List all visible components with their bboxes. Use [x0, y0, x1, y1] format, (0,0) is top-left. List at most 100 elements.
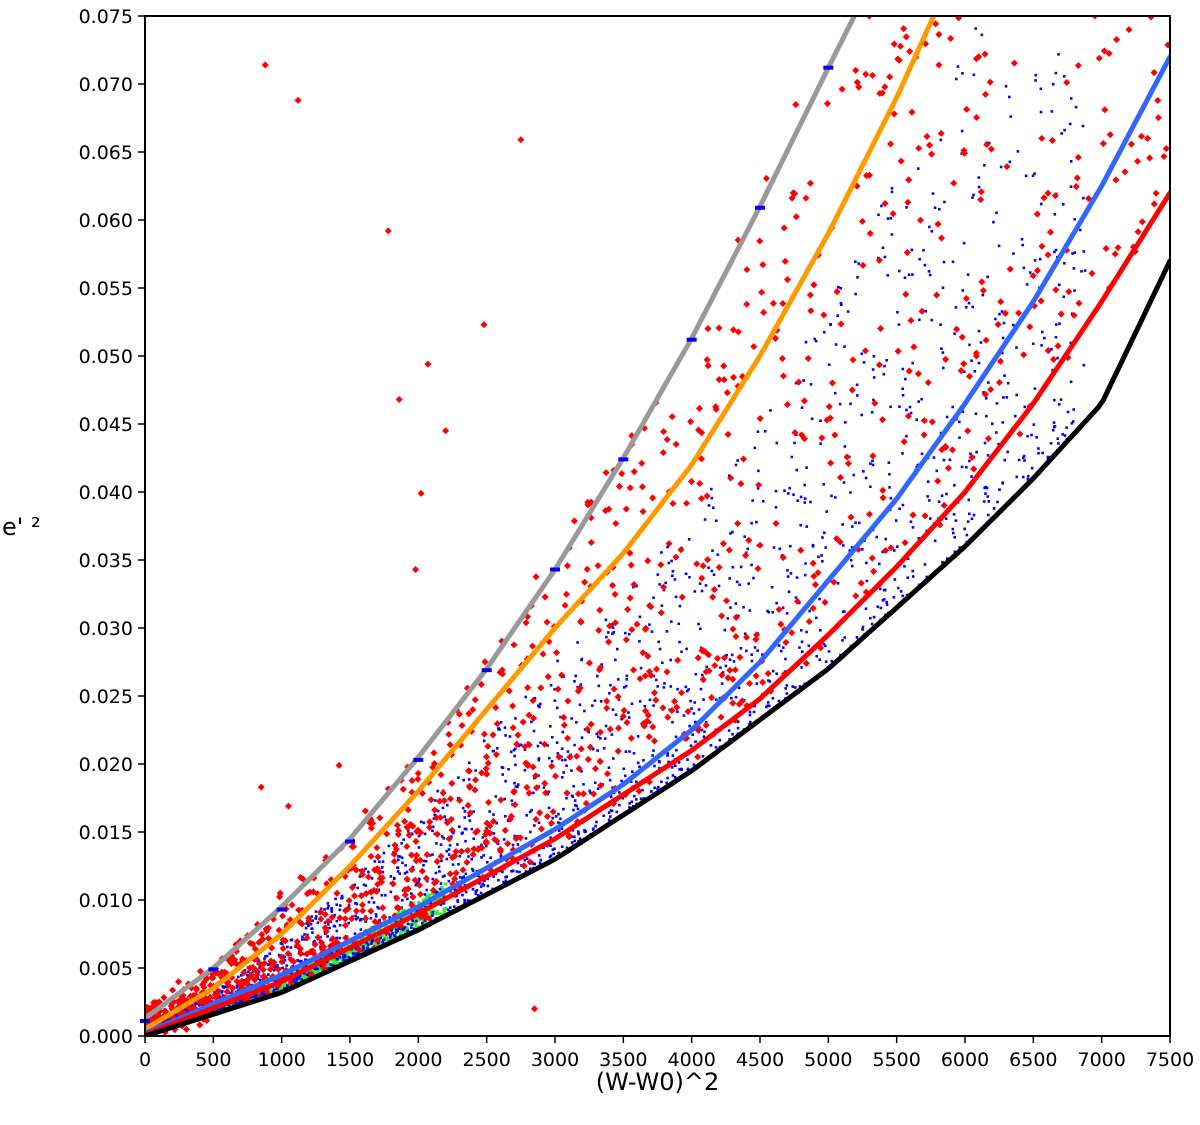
scatter-point	[267, 973, 270, 976]
scatter-point	[924, 309, 928, 313]
scatter-point	[423, 832, 427, 836]
scatter-point	[295, 978, 298, 982]
scatter-point	[506, 819, 510, 823]
scatter-point	[528, 810, 532, 814]
scatter-point	[1022, 454, 1026, 458]
scatter-point	[439, 789, 447, 797]
scatter-point	[1006, 450, 1009, 454]
scatter-point	[579, 790, 588, 798]
scatter-point	[761, 653, 764, 656]
scatter-point	[633, 620, 641, 628]
scatter-point	[320, 964, 328, 972]
y-tick-label: 0.045	[79, 414, 133, 436]
scatter-point	[1039, 87, 1043, 91]
scatter-point	[886, 217, 890, 220]
scatter-point	[611, 626, 615, 629]
scatter-point	[533, 776, 536, 780]
scatter-point	[374, 914, 378, 918]
scatter-point	[881, 246, 885, 250]
x-tick-label: 2000	[394, 1049, 442, 1071]
scatter-point	[813, 337, 817, 341]
scatter-point	[870, 622, 874, 626]
scatter-point	[1040, 330, 1044, 334]
scatter-point	[442, 911, 446, 915]
scatter-point	[1144, 134, 1152, 142]
scatter-point	[374, 913, 378, 916]
scatter-point	[639, 666, 643, 670]
x-tick-label: 0	[139, 1049, 151, 1071]
scatter-point	[822, 330, 826, 334]
scatter-point	[610, 733, 614, 736]
scatter-point	[596, 787, 600, 790]
scatter-point	[800, 406, 804, 410]
scatter-point	[972, 113, 981, 122]
scatter-point	[431, 825, 435, 829]
scatter-point	[1041, 451, 1044, 455]
scatter-point	[948, 458, 952, 462]
scatter-point	[625, 674, 629, 678]
scatter-point	[464, 839, 467, 843]
scatter-point	[821, 536, 824, 539]
scatter-point	[651, 754, 654, 757]
scatter-point	[546, 744, 549, 747]
scatter-point	[338, 904, 342, 907]
scatter-point	[457, 825, 461, 829]
scatter-point	[447, 848, 451, 851]
scatter-point	[818, 658, 822, 662]
scatter-point	[842, 481, 846, 484]
scatter-point	[921, 512, 929, 520]
scatter-point	[533, 862, 537, 866]
scatter-point	[1063, 434, 1067, 437]
scatter-point	[998, 488, 1001, 491]
scatter-point	[614, 693, 622, 701]
scatter-point	[393, 821, 401, 829]
scatter-point	[515, 870, 519, 873]
scatter-point	[286, 945, 289, 949]
scatter-point	[859, 261, 867, 269]
scatter-point	[678, 640, 681, 644]
scatter-point	[836, 582, 840, 585]
scatter-point	[1000, 351, 1004, 355]
scatter-point	[365, 941, 368, 945]
scatter-point	[707, 504, 711, 507]
x-tick-label: 3500	[599, 1049, 647, 1071]
scatter-point	[748, 710, 752, 714]
scatter-point	[384, 935, 388, 939]
scatter-point	[923, 563, 927, 566]
scatter-point	[951, 405, 955, 409]
scatter-point	[300, 978, 304, 981]
scatter-point	[396, 866, 399, 869]
scatter-point	[850, 525, 854, 528]
scatter-point	[435, 842, 438, 845]
scatter-point	[896, 545, 899, 548]
scatter-point	[1069, 185, 1073, 189]
scatter-point	[323, 908, 326, 911]
scatter-point	[292, 977, 296, 981]
scatter-point	[750, 521, 753, 525]
scatter-point	[1063, 128, 1066, 132]
y-tick-label: 0.005	[79, 958, 133, 980]
scatter-point	[589, 791, 592, 795]
red-points	[145, 16, 1170, 1036]
scatter-point	[416, 881, 424, 889]
scatter-point	[283, 958, 287, 962]
scatter-point	[739, 565, 743, 569]
scatter-point	[1022, 266, 1026, 270]
scatter-point	[476, 894, 480, 897]
scatter-point	[467, 855, 470, 858]
scatter-point	[711, 549, 714, 552]
scatter-point	[443, 815, 446, 818]
scatter-point	[414, 916, 418, 921]
scatter-point	[352, 907, 360, 915]
scatter-point	[1057, 53, 1060, 56]
scatter-point	[775, 605, 783, 614]
scatter-point	[884, 537, 888, 541]
scatter-point	[396, 858, 400, 862]
scatter-point	[902, 33, 910, 41]
scatter-point	[367, 870, 370, 874]
scatter-point	[788, 486, 792, 490]
scatter-point	[316, 921, 320, 924]
scatter-point	[399, 785, 407, 793]
scatter-point	[824, 546, 827, 549]
